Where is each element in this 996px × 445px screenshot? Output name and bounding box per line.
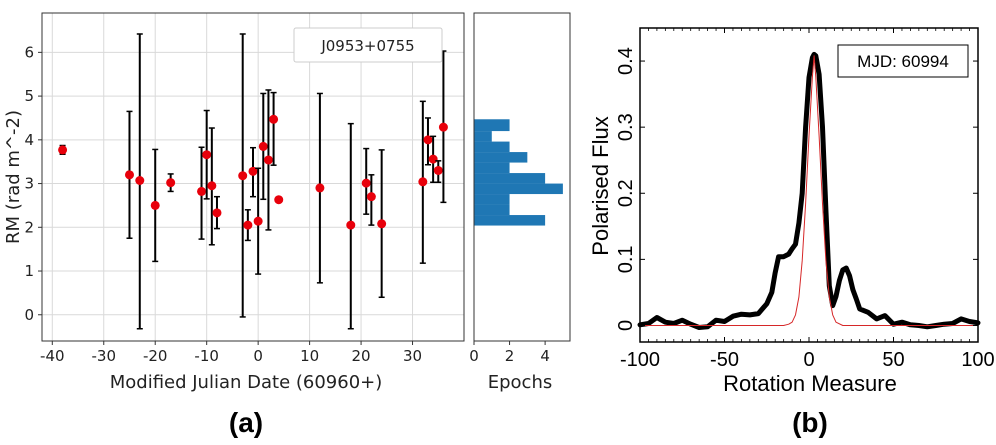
panel-a-points (58, 33, 448, 330)
fit-line (639, 55, 979, 326)
data-point (166, 178, 176, 188)
data-point (150, 200, 160, 210)
x-tick-label: 10 (300, 347, 319, 365)
annotation-b-text: MJD: 60994 (857, 52, 949, 71)
data-point (361, 178, 371, 188)
x-tick-label: -30 (92, 347, 117, 365)
observed-flux-line (637, 51, 981, 330)
annotation-box-b (837, 44, 969, 78)
panel-b-annotation: MJD: 60994 (837, 44, 969, 78)
panel-a-frame (41, 12, 465, 342)
panel-b-y-axis-label: Polarised Flux (588, 116, 613, 255)
data-point (202, 150, 212, 160)
histogram-bars (474, 119, 563, 226)
data-point (58, 145, 68, 155)
y-tick-label: 6 (24, 43, 34, 61)
data-point (269, 114, 279, 124)
data-point (438, 122, 448, 132)
histogram-bar (474, 131, 492, 142)
data-point (274, 195, 284, 205)
panel-a-y-axis-label: RM (rad m^-2) (3, 110, 24, 244)
data-point (243, 220, 253, 230)
annotation-a-text: J0953+0755 (320, 37, 414, 55)
x-tick-label: -20 (143, 347, 168, 365)
histogram-bar (474, 152, 528, 163)
data-point (377, 219, 387, 229)
histogram-bar (474, 141, 510, 153)
x-tick-label: 100 (961, 349, 994, 371)
panel-a-ticks: -40 -30 -20 -10 0 10 20 30 0 1 2 3 4 5 6 (24, 43, 422, 365)
data-point (135, 175, 145, 185)
data-point (423, 135, 433, 145)
panel-a-x-axis-label: Modified Julian Date (60960+) (110, 372, 383, 393)
x-tick-label: -40 (40, 347, 65, 365)
x-tick-label: -100 (620, 349, 660, 371)
y-tick-label: 4 (24, 131, 34, 149)
data-point (124, 170, 134, 180)
histogram-bar (474, 204, 510, 216)
data-point (433, 165, 443, 175)
y-tick-label: 3 (24, 175, 34, 193)
data-point (418, 177, 428, 187)
histogram-x-axis-label: Epochs (488, 372, 553, 393)
data-point (428, 154, 438, 164)
data-point (238, 171, 248, 181)
x-tick-label: 30 (403, 347, 422, 365)
data-point (258, 141, 268, 151)
y-tick-label: 5 (24, 87, 34, 105)
y-tick-label: 0.3 (615, 113, 637, 141)
data-point (263, 155, 273, 165)
panel-b-label: (b) (792, 407, 828, 438)
histogram-ticks: 0 2 4 (469, 341, 550, 365)
data-point (366, 192, 376, 202)
histogram-bar (474, 215, 546, 226)
y-tick-label: 0.4 (615, 47, 637, 75)
x-tick-label: 0 (469, 347, 479, 365)
x-tick-label: 20 (352, 347, 371, 365)
x-tick-label: 50 (882, 349, 904, 371)
x-tick-label: 0 (803, 349, 814, 371)
panel-b-ticks: -100 -50 0 50 100 0 0.1 0.2 0.3 0.4 (615, 28, 995, 371)
data-point (212, 208, 222, 218)
histogram-bar (474, 162, 510, 174)
x-tick-label: -10 (194, 347, 219, 365)
x-tick-label: 0 (253, 347, 263, 365)
x-tick-label: -50 (710, 349, 739, 371)
y-tick-label: 0.1 (615, 245, 637, 273)
data-point (207, 181, 217, 191)
y-tick-label: 0 (24, 306, 34, 324)
y-tick-label: 2 (24, 218, 34, 236)
data-point (248, 166, 258, 176)
x-tick-label: 2 (505, 347, 515, 365)
data-point (315, 183, 325, 193)
data-point (197, 186, 207, 196)
histogram-bar (474, 183, 563, 195)
histogram-frame (473, 12, 571, 342)
panel-b-x-axis-label: Rotation Measure (723, 371, 897, 396)
data-point (253, 216, 263, 226)
annotation-box-a (293, 27, 443, 63)
panel-a-label: (a) (229, 407, 263, 438)
panel-a-annotation: J0953+0755 (293, 27, 443, 63)
histogram-bar (474, 173, 546, 184)
x-tick-label: 4 (540, 347, 550, 365)
y-tick-label: 0 (615, 320, 637, 331)
histogram-bar (474, 194, 510, 205)
histogram-bar (474, 119, 510, 132)
y-tick-label: 0.2 (615, 179, 637, 207)
panel-b-series (637, 51, 981, 330)
y-tick-label: 1 (24, 262, 34, 280)
data-point (346, 220, 356, 230)
